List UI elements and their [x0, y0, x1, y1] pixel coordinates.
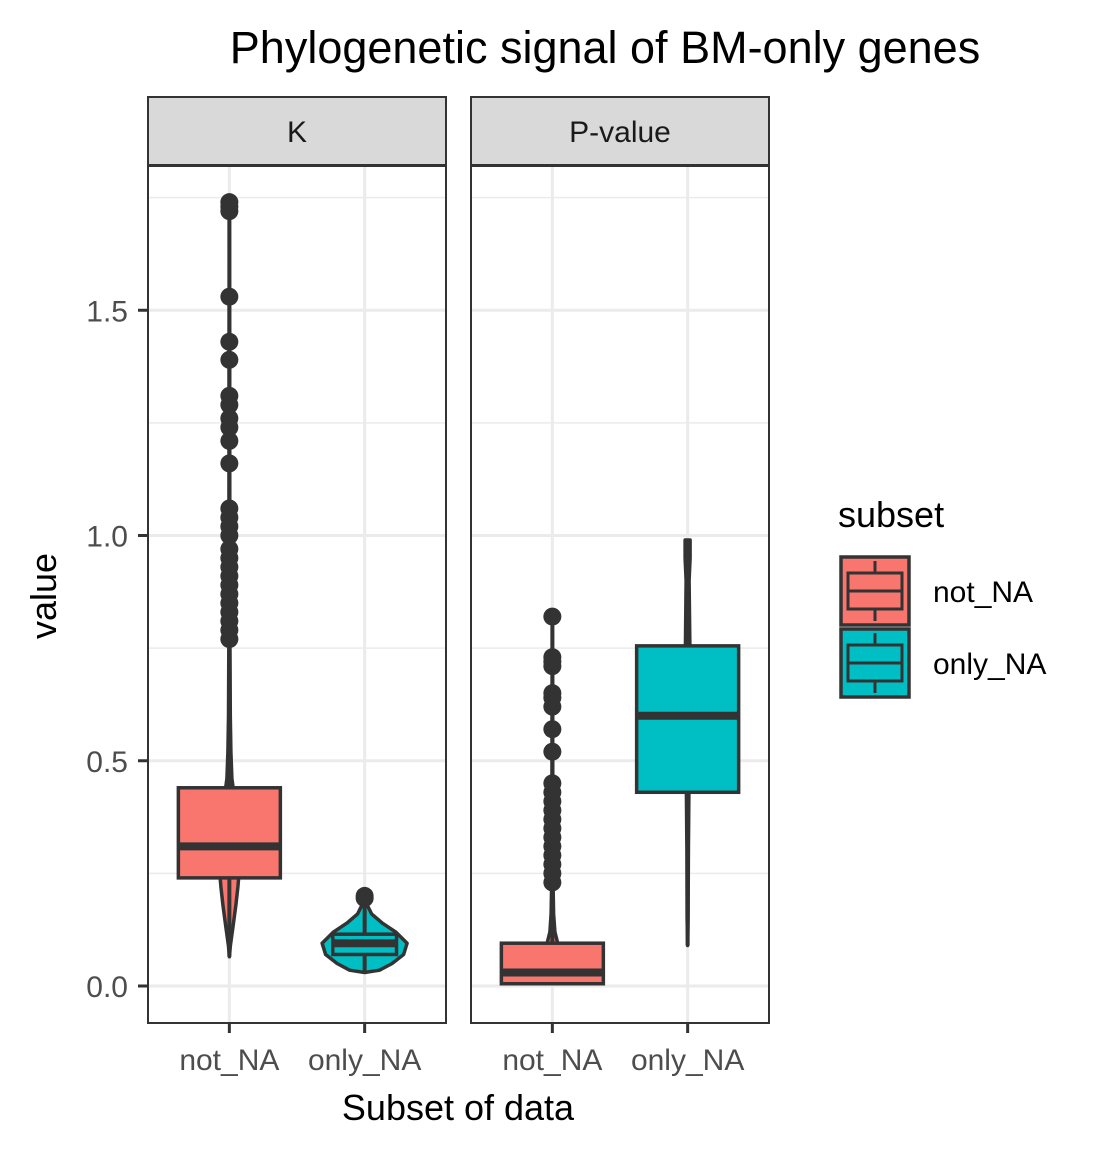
y-axis: 0.0 0.5 1.0 1.5 [86, 295, 148, 1004]
outlier-point [220, 350, 239, 369]
group-only_NA [320, 886, 409, 975]
legend-label: only_NA [933, 648, 1046, 681]
outlier-point [220, 287, 239, 306]
outlier-point [220, 499, 239, 518]
panel-background [148, 166, 446, 1023]
outlier-point [543, 720, 562, 739]
legend-title: subset [838, 494, 944, 535]
y-tick-label: 0.0 [86, 971, 128, 1004]
box-not_NA [499, 941, 606, 986]
outlier-point [220, 454, 239, 473]
facet-strip-label: P-value [569, 116, 671, 149]
panel-background [471, 166, 769, 1023]
box-not_NA [176, 786, 283, 880]
outlier-point [220, 386, 239, 405]
outlier-point [220, 540, 239, 559]
outlier-point [220, 431, 239, 450]
x-tick-label: not_NA [502, 1044, 602, 1077]
y-tick-label: 0.5 [86, 746, 128, 779]
group-only_NA [634, 538, 741, 948]
x-tick-label: not_NA [179, 1044, 279, 1077]
outlier-point [543, 742, 562, 761]
y-tick-label: 1.5 [86, 295, 128, 328]
chart-title: Phylogenetic signal of BM-only genes [230, 22, 980, 73]
outlier-point [543, 684, 562, 703]
group-not_NA [499, 607, 606, 986]
facet-strip [147, 96, 447, 166]
x-axis-label: Subset of data [342, 1087, 575, 1128]
y-tick-label: 1.0 [86, 521, 128, 554]
x-tick-label: only_NA [308, 1044, 421, 1077]
outlier-point [543, 607, 562, 626]
panel-border [470, 165, 770, 1024]
x-tick-label: only_NA [631, 1044, 744, 1077]
legend-key-not_NA: not_NA [839, 555, 1033, 627]
facet-1: P-value not_NA only_NA [470, 96, 770, 1077]
outlier-point [220, 332, 239, 351]
outlier-point [220, 193, 239, 212]
facet-strip [470, 96, 770, 166]
outlier-point [355, 886, 374, 905]
facet-strip-label: K [287, 116, 307, 149]
group-not_NA [176, 193, 283, 959]
outlier-point [543, 774, 562, 793]
y-axis-label: value [23, 553, 64, 639]
outlier-point [220, 409, 239, 428]
panel-border [147, 165, 447, 1024]
legend: subset not_NA only_NA [838, 494, 1046, 699]
legend-label: not_NA [933, 576, 1033, 609]
legend-key-only_NA: only_NA [839, 627, 1046, 699]
outlier-point [543, 648, 562, 667]
